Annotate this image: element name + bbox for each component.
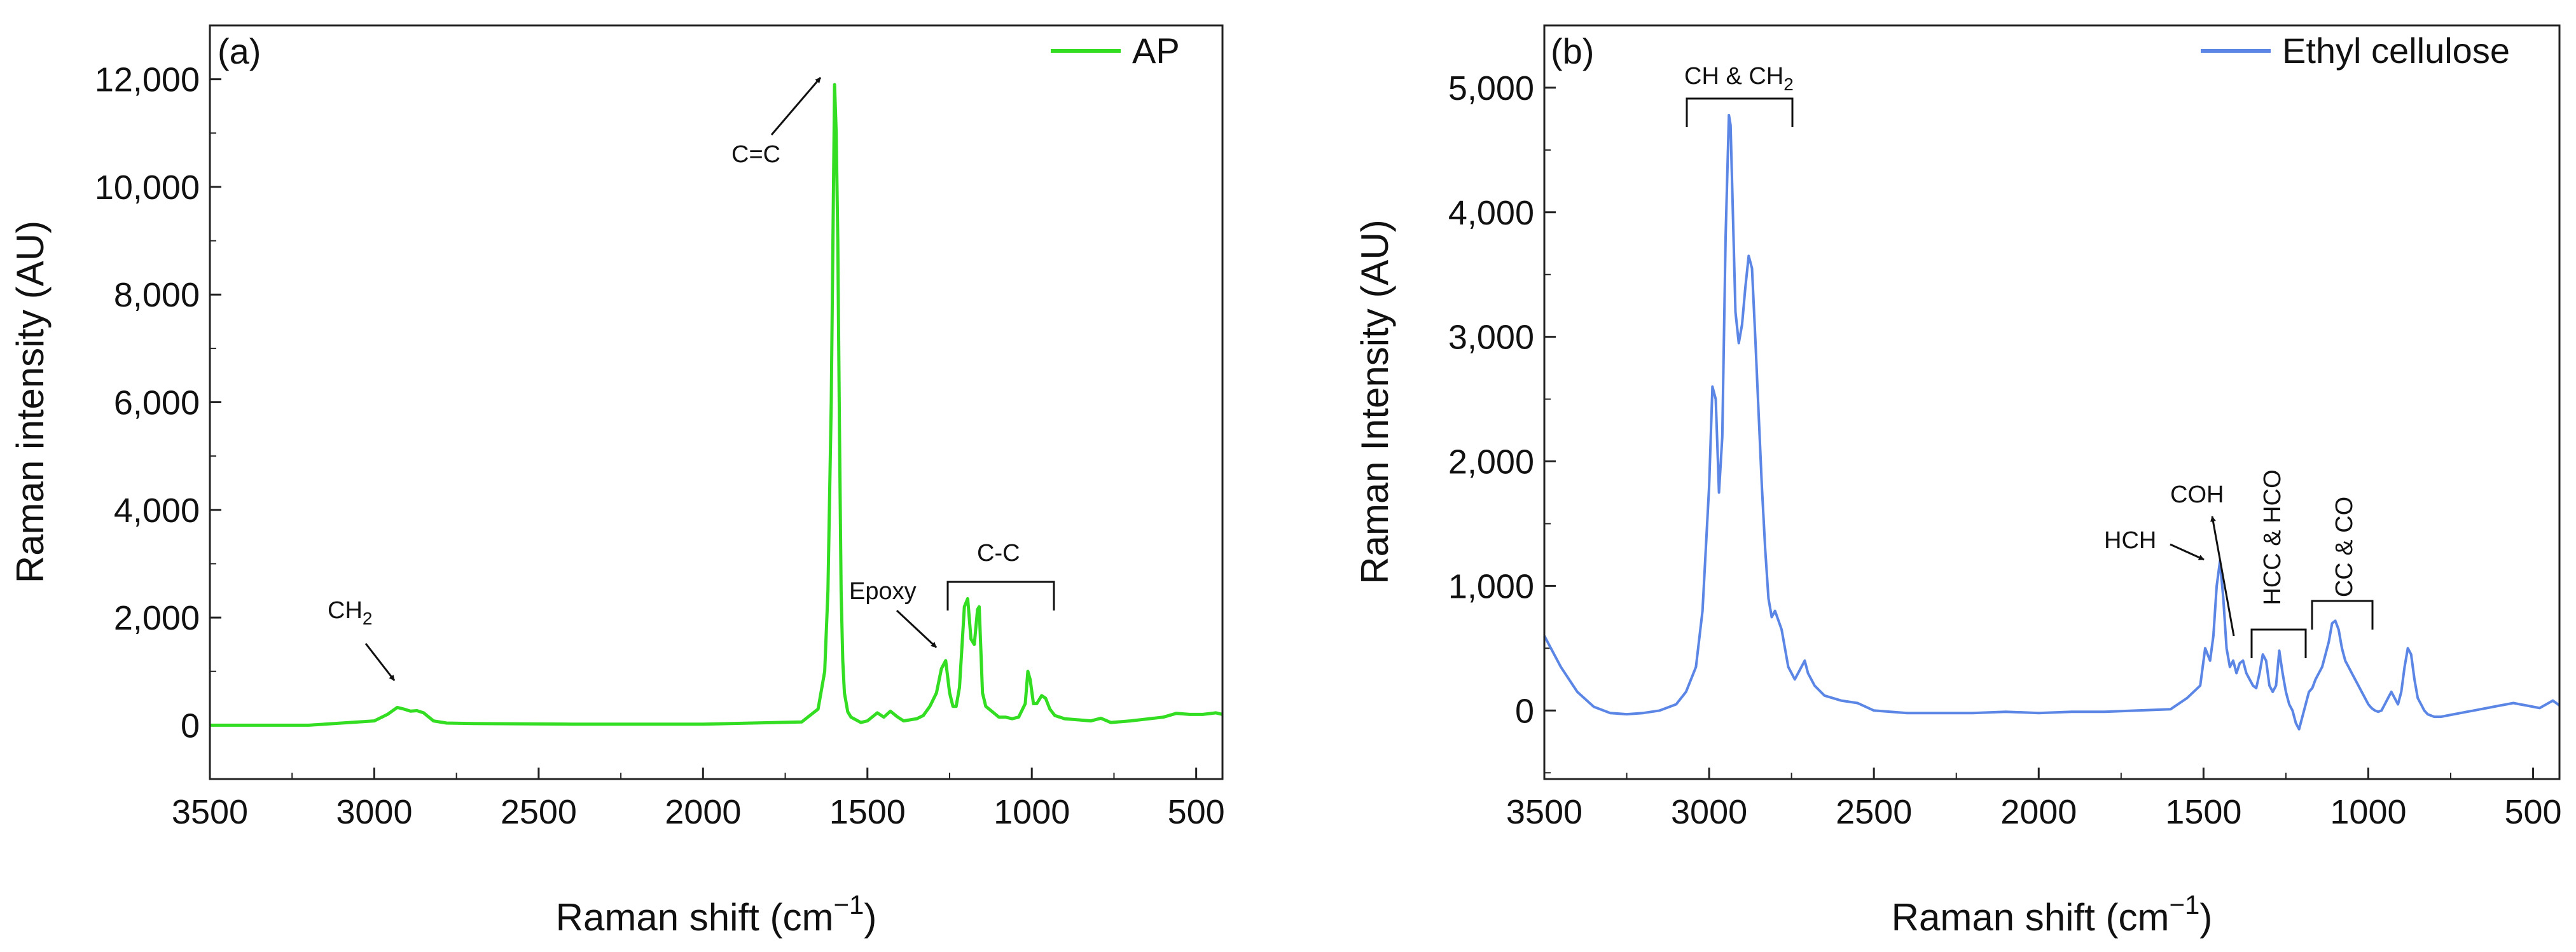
annotation-label-hcc-hco: HCC & HCO <box>2259 469 2286 605</box>
y-tick-label: 8,000 <box>114 276 200 314</box>
x-tick-label: 1000 <box>994 793 1070 831</box>
annotation-bracket-ch-ch2 <box>1686 97 1794 127</box>
legend-b: Ethyl cellulose <box>2201 31 2510 71</box>
x-tick-label: 3000 <box>336 793 412 831</box>
x-axis-title-b-close: ) <box>2199 896 2212 939</box>
y-tick-label: 2,000 <box>114 599 200 637</box>
annotation-bracket-cc-co <box>2311 600 2374 630</box>
series-line-ap <box>210 83 1223 727</box>
y-tick-label: 1,000 <box>1448 567 1534 605</box>
plot-frame-b <box>1543 24 2561 780</box>
x-tick-label: 1000 <box>2330 793 2406 831</box>
legend-label-ap: AP <box>1132 31 1180 71</box>
annotation-ch2-a: CH2 <box>328 597 396 681</box>
annotation-cc-co: CC & CO <box>2311 497 2374 630</box>
y-tick-label: 4,000 <box>114 492 200 530</box>
annotation-arrow-ch2 <box>364 643 396 681</box>
annotation-arrow-epoxy <box>896 609 938 649</box>
annotation-text-ch-ch: CH & CH <box>1684 63 1783 90</box>
x-tick-label: 2000 <box>665 793 741 831</box>
y-tick-label: 6,000 <box>114 384 200 422</box>
annotation-bracket-hcc-hco <box>2250 628 2307 658</box>
annotation-bracket-c-c <box>946 581 1055 611</box>
x-axis-title-b: Raman shift (cm−1) <box>1892 890 2213 939</box>
y-axis-ticks-a: 0 2,000 4,000 6,000 8,000 10,000 12,000 <box>95 61 221 745</box>
annotation-hcc-hco: HCC & HCO <box>2250 469 2307 658</box>
series-line-ethyl-cellulose <box>1543 114 2561 731</box>
annotation-epoxy: Epoxy <box>849 578 938 649</box>
panel-label-a: (a) <box>218 31 261 71</box>
x-tick-label: 1500 <box>2165 793 2241 831</box>
y-axis-title-b: Raman Intensity (AU) <box>1354 219 1396 584</box>
annotation-label-c-c: C-C <box>977 540 1020 567</box>
x-axis-title-a: Raman shift (cm−1) <box>556 890 877 939</box>
annotation-text-ch: CH <box>328 597 363 624</box>
plot-frame-a <box>209 24 1224 780</box>
x-axis-title-a-close: ) <box>864 896 876 939</box>
y-axis-ticks-b: 0 1,000 2,000 3,000 4,000 5,000 <box>1448 69 1556 774</box>
x-tick-label: 500 <box>1168 793 1225 831</box>
panel-label-b: (b) <box>1551 31 1594 71</box>
annotation-label-ch-ch2: CH & CH2 <box>1684 63 1794 94</box>
annotation-label-coh: COH <box>2170 481 2224 508</box>
y-tick-label: 4,000 <box>1448 194 1534 232</box>
x-tick-label: 3500 <box>1506 793 1582 831</box>
y-tick-label: 3,000 <box>1448 319 1534 357</box>
annotation-sub-ch2: 2 <box>1783 74 1794 94</box>
y-tick-label: 5,000 <box>1448 69 1534 107</box>
annotation-label-cc-co: CC & CO <box>2331 497 2358 597</box>
x-axis-title-b-main: Raman shift (cm <box>1892 896 2170 939</box>
annotation-c-eq-c: C=C <box>731 77 822 168</box>
x-tick-label: 2500 <box>501 793 577 831</box>
annotation-arrow-coh <box>2210 516 2235 637</box>
annotation-coh: COH <box>2170 481 2235 637</box>
annotation-sub-2: 2 <box>363 609 373 628</box>
chart-panel-a: 0 2,000 4,000 6,000 8,000 10,000 12,000 3500 30… <box>9 24 1225 939</box>
x-tick-label: 500 <box>2504 793 2561 831</box>
y-axis-title-a: Raman intensity (AU) <box>9 221 52 583</box>
x-tick-label: 3500 <box>172 793 248 831</box>
annotation-arrow-c-eq-c <box>770 77 822 135</box>
x-tick-label: 2500 <box>1836 793 1912 831</box>
annotation-label-c-eq-c: C=C <box>731 141 780 168</box>
legend-label-ethyl-cellulose: Ethyl cellulose <box>2282 31 2510 71</box>
annotation-ch-ch2: CH & CH2 <box>1684 63 1794 127</box>
x-axis-title-b-sup: −1 <box>2169 890 2199 920</box>
annotation-label-epoxy: Epoxy <box>849 578 917 605</box>
x-tick-label: 3000 <box>1671 793 1747 831</box>
x-axis-ticks-b: 3500 3000 2500 2000 1500 1000 500 <box>1506 768 2562 831</box>
annotation-label-hch: HCH <box>2104 527 2156 554</box>
annotation-c-c: C-C <box>946 540 1055 611</box>
y-tick-label: 12,000 <box>95 61 200 99</box>
y-tick-label: 0 <box>181 707 200 745</box>
y-tick-label: 2,000 <box>1448 443 1534 481</box>
x-axis-title-a-main: Raman shift (cm <box>556 896 834 939</box>
x-tick-label: 1500 <box>829 793 906 831</box>
annotation-label-ch2: CH2 <box>328 597 372 628</box>
annotation-arrow-hch <box>2170 543 2205 561</box>
x-axis-title-a-sup: −1 <box>833 890 864 920</box>
x-axis-ticks-a: 3500 3000 2500 2000 1500 1000 500 <box>172 768 1225 831</box>
annotation-hch: HCH <box>2104 527 2205 561</box>
legend-a: AP <box>1051 31 1180 71</box>
y-tick-label: 10,000 <box>95 169 200 207</box>
x-tick-label: 2000 <box>2000 793 2077 831</box>
y-tick-label: 0 <box>1515 692 1534 730</box>
